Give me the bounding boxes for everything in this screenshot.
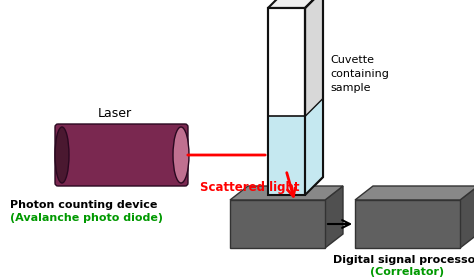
Text: Scattered light: Scattered light xyxy=(200,181,300,193)
Text: Cuvette
containing
sample: Cuvette containing sample xyxy=(330,55,389,93)
Ellipse shape xyxy=(55,127,69,183)
Polygon shape xyxy=(460,186,474,248)
Text: Photon counting device: Photon counting device xyxy=(10,200,157,210)
FancyBboxPatch shape xyxy=(55,124,188,186)
Polygon shape xyxy=(305,0,323,195)
Polygon shape xyxy=(355,200,460,248)
Polygon shape xyxy=(230,186,343,200)
Polygon shape xyxy=(268,116,305,195)
Text: Laser: Laser xyxy=(98,107,132,120)
Text: (Avalanche photo diode): (Avalanche photo diode) xyxy=(10,213,163,223)
Text: Digital signal processor: Digital signal processor xyxy=(333,255,474,265)
Polygon shape xyxy=(355,186,474,200)
Text: (Correlator): (Correlator) xyxy=(370,267,444,277)
Polygon shape xyxy=(305,99,323,195)
Polygon shape xyxy=(268,0,323,8)
Polygon shape xyxy=(230,200,325,248)
Ellipse shape xyxy=(173,127,189,183)
Polygon shape xyxy=(325,186,343,248)
Polygon shape xyxy=(268,8,305,195)
Polygon shape xyxy=(268,116,305,195)
